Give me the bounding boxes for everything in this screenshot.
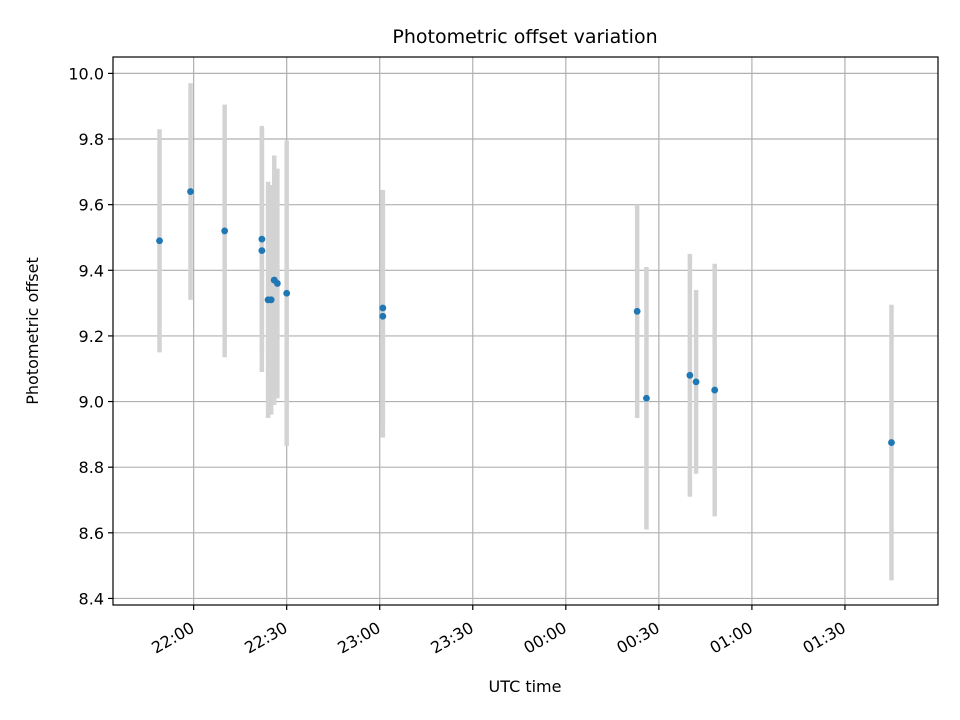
y-tick-label: 9.8 (79, 130, 104, 149)
data-point (643, 394, 650, 402)
data-point (283, 289, 291, 297)
data-point (379, 312, 387, 320)
data-point (273, 280, 281, 287)
data-point (258, 235, 266, 243)
y-tick-label: 10.0 (68, 64, 104, 83)
data-point (221, 227, 229, 235)
y-tick-label: 8.8 (79, 458, 104, 477)
y-tick-label: 9.6 (79, 196, 104, 215)
data-point (258, 247, 266, 255)
data-point (633, 307, 641, 315)
data-point (711, 386, 719, 394)
data-point (187, 188, 194, 195)
y-tick-label: 8.6 (79, 524, 104, 543)
y-tick-label: 8.4 (79, 589, 104, 608)
data-point (888, 439, 895, 446)
y-tick-label: 9.0 (79, 393, 104, 412)
data-point (267, 296, 275, 304)
data-point (692, 378, 700, 386)
data-point (379, 304, 387, 312)
data-point (156, 237, 163, 245)
data-points (156, 188, 895, 446)
y-tick-label: 9.2 (79, 327, 104, 346)
plot-frame (112, 56, 939, 606)
y-tick-label: 9.4 (79, 261, 104, 280)
y-axis-label: Photometric offset (23, 257, 42, 405)
chart-title: Photometric offset variation (392, 26, 657, 48)
data-point (686, 371, 694, 379)
y-axis-ticks: 8.4 8.6 8.8 9.0 9.2 9.4 9.6 9.8 10.0 (68, 64, 113, 608)
x-axis-label: UTC time (489, 677, 562, 696)
